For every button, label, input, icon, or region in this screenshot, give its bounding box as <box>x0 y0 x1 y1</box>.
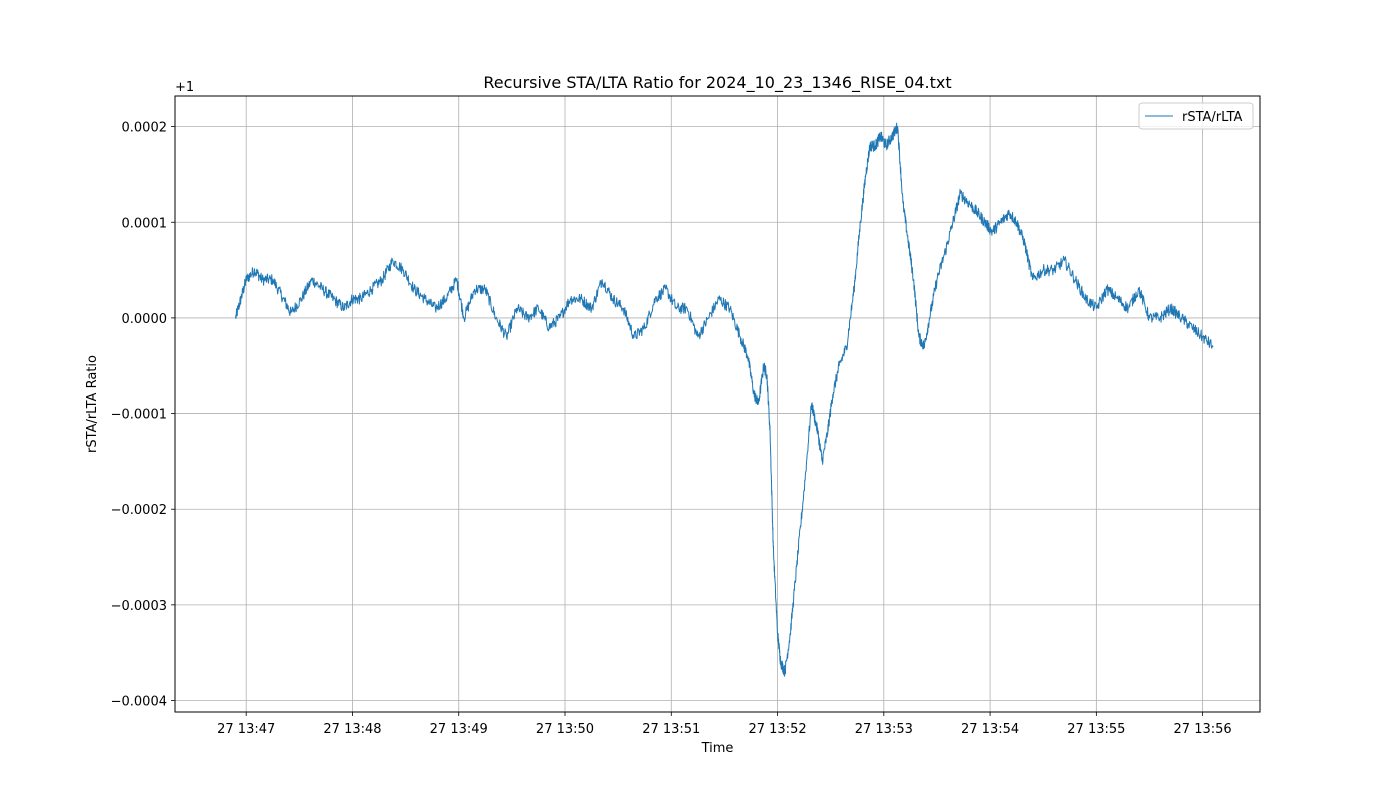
y-tick-label: −0.0004 <box>111 695 167 710</box>
plot-frame <box>174 95 1261 713</box>
legend: rSTA/rLTA <box>1138 102 1254 130</box>
x-tick-label: 27 13:48 <box>323 722 381 737</box>
y-axis-title: rSTA/rLTA Ratio <box>85 355 100 453</box>
x-tick-label: 27 13:50 <box>536 722 594 737</box>
series-layer <box>235 122 1214 677</box>
series-line <box>235 122 1214 677</box>
grid <box>175 96 1260 712</box>
x-axis-ticks: 27 13:47 27 13:48 27 13:49 27 13:50 27 13:51… <box>217 712 1232 737</box>
y-axis-ticks: 0.0002 0.0001 0.0000 −0.0001 −0.0002 −0.0003 −… <box>111 121 175 710</box>
x-axis-title: Time <box>701 741 734 756</box>
x-tick-label: 27 13:54 <box>961 722 1019 737</box>
x-tick-label: 27 13:49 <box>430 722 488 737</box>
y-tick-label: −0.0001 <box>111 408 167 423</box>
x-tick-label: 27 13:47 <box>217 722 275 737</box>
x-tick-label: 27 13:52 <box>748 722 806 737</box>
x-tick-label: 27 13:55 <box>1067 722 1125 737</box>
y-tick-label: 0.0000 <box>122 312 168 327</box>
legend-box <box>1138 102 1254 130</box>
legend-label: rSTA/rLTA <box>1182 110 1243 125</box>
x-tick-label: 27 13:51 <box>642 722 700 737</box>
chart-title: Recursive STA/LTA Ratio for 2024_10_23_1… <box>483 73 951 93</box>
y-tick-label: −0.0002 <box>111 503 167 518</box>
x-tick-label: 27 13:53 <box>855 722 913 737</box>
y-tick-label: −0.0003 <box>111 599 167 614</box>
y-tick-label: 0.0001 <box>122 216 168 231</box>
x-tick-label: 27 13:56 <box>1174 722 1232 737</box>
y-tick-label: 0.0002 <box>122 121 168 136</box>
y-axis-offset-label: +1 <box>175 80 194 95</box>
